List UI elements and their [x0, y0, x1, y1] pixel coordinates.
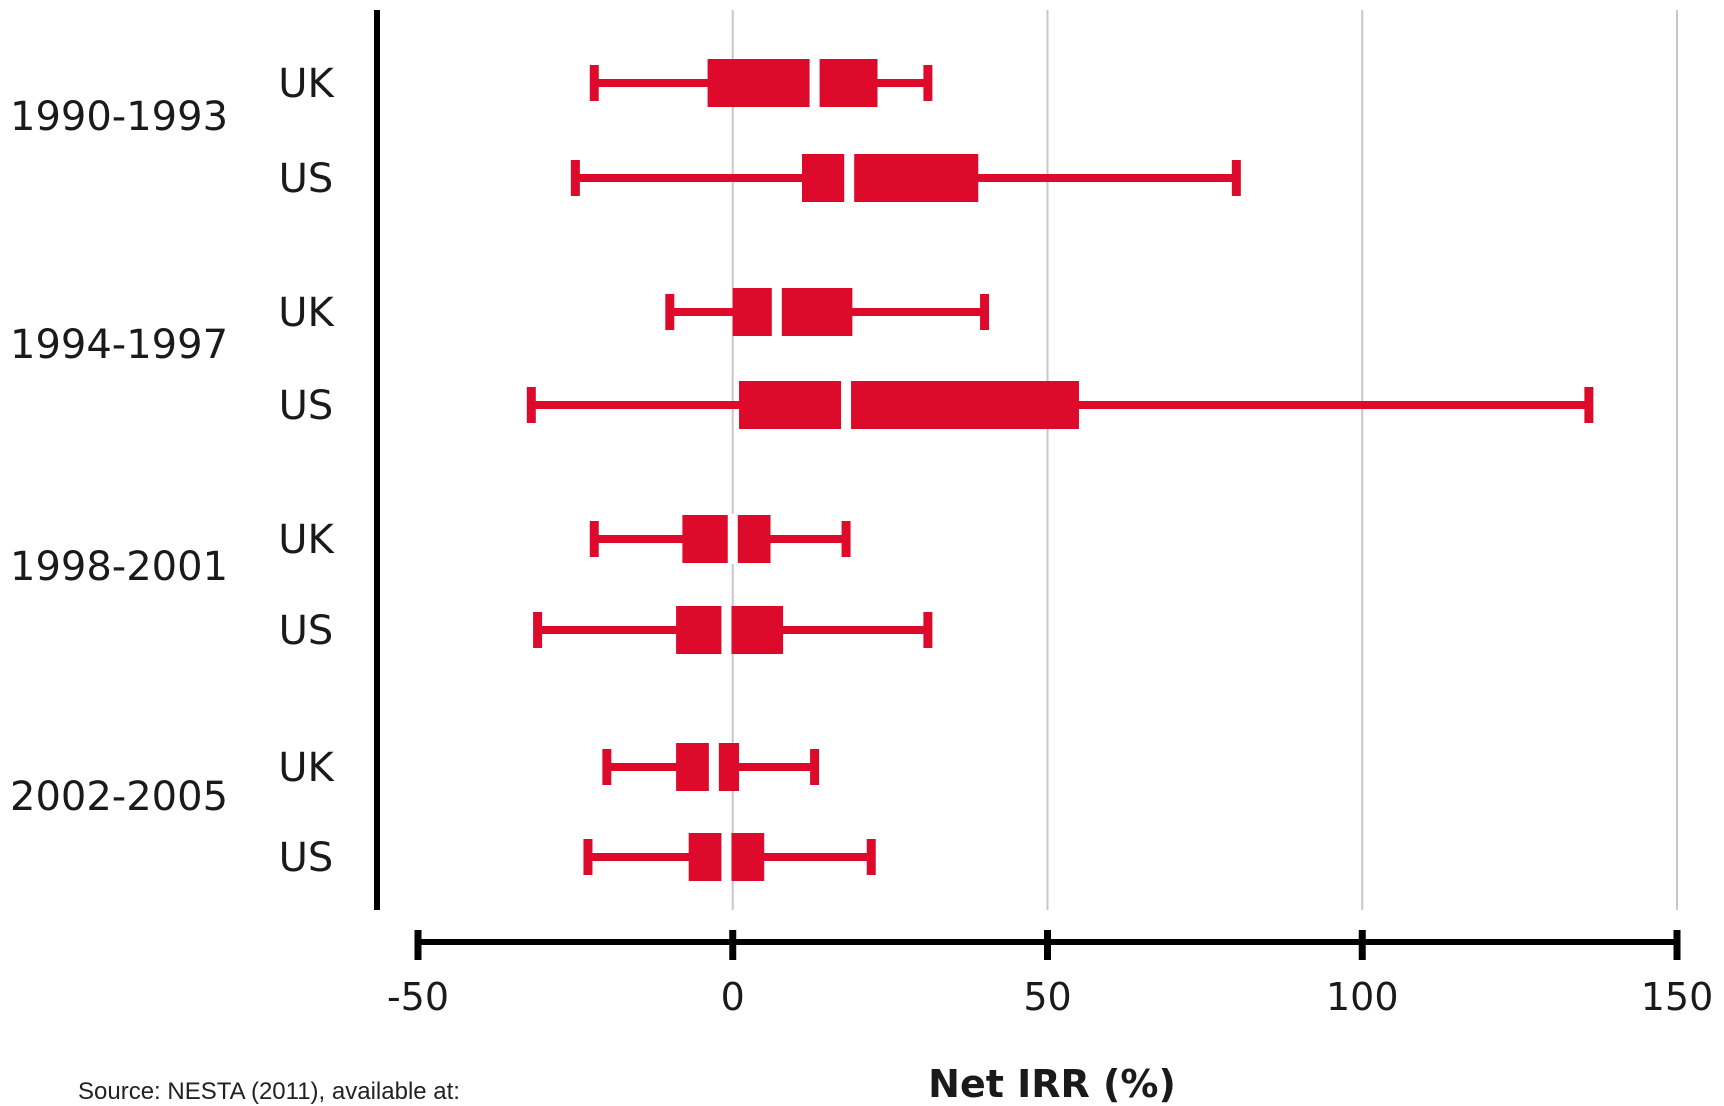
- median-marker: [721, 605, 732, 655]
- x-axis: -50 0 50 100 150: [387, 930, 1713, 1019]
- country-label: UK: [278, 290, 335, 336]
- period-label: 2002-2005: [10, 774, 228, 820]
- box-us: [583, 832, 876, 882]
- median-marker: [809, 58, 820, 108]
- country-label: US: [279, 835, 334, 881]
- country-label: US: [279, 156, 334, 202]
- x-tick-label: -50: [387, 975, 449, 1019]
- iqr-box: [676, 743, 740, 791]
- iqr-box: [682, 515, 771, 563]
- iqr-box: [732, 288, 853, 336]
- country-label: UK: [278, 517, 335, 563]
- country-label: UK: [278, 61, 335, 107]
- x-tick-label: 0: [721, 975, 745, 1019]
- median-marker: [708, 742, 719, 792]
- box-uk: [589, 58, 933, 108]
- box-us: [526, 380, 1594, 430]
- country-label: US: [279, 608, 334, 654]
- box-us: [570, 153, 1241, 203]
- country-label: US: [279, 383, 334, 429]
- gridlines: [731, 10, 1678, 910]
- box-us: [533, 605, 933, 655]
- x-axis-title: Net IRR (%): [928, 1062, 1176, 1103]
- plot-area: [374, 10, 1594, 910]
- median-marker: [721, 832, 732, 882]
- x-tick-label: 150: [1641, 975, 1714, 1019]
- median-marker: [841, 380, 852, 430]
- period-label: 1998-2001: [10, 544, 228, 590]
- median-marker: [771, 287, 782, 337]
- iqr-box: [707, 59, 878, 107]
- source-note: Source: NESTA (2011), available at:: [78, 1078, 460, 1105]
- iqr-box: [801, 154, 979, 202]
- x-tick-label: 100: [1326, 975, 1399, 1019]
- box-uk: [665, 287, 990, 337]
- box-uk: [602, 742, 820, 792]
- period-label: 1994-1997: [10, 322, 228, 368]
- box-uk: [589, 514, 851, 564]
- median-marker: [844, 153, 855, 203]
- iqr-box: [739, 381, 1079, 429]
- period-label: 1990-1993: [10, 94, 228, 140]
- category-labels: UK US UK US UK US UK US 1990-1993 1994-1997 1998-2…: [10, 61, 336, 881]
- country-label: UK: [278, 745, 335, 791]
- x-tick-label: 50: [1023, 975, 1071, 1019]
- median-marker: [727, 514, 738, 564]
